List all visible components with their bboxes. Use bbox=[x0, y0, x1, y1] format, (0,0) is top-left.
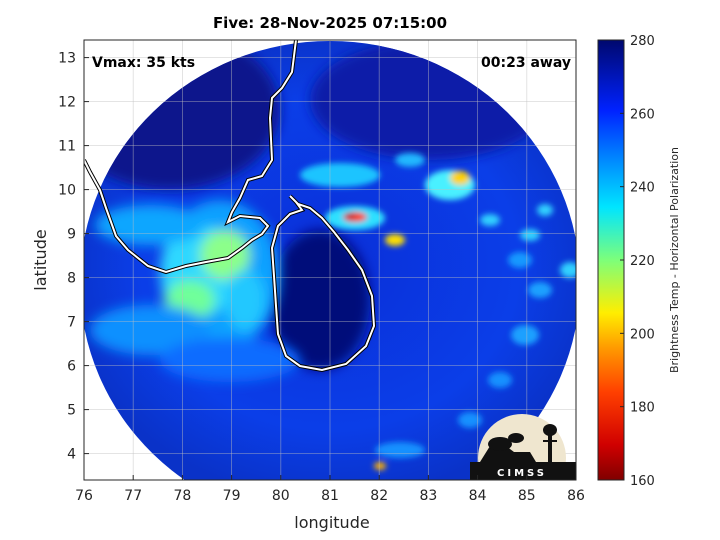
water-tower-icon bbox=[548, 432, 552, 462]
colorbar-tick-label: 200 bbox=[630, 327, 655, 342]
colorbar-tick-label: 240 bbox=[630, 181, 655, 196]
map-grid bbox=[84, 40, 576, 480]
colorbar-tick-label: 260 bbox=[630, 107, 655, 122]
y-tick-label: 6 bbox=[67, 359, 76, 375]
y-tick-label: 5 bbox=[67, 403, 76, 419]
x-tick-label: 84 bbox=[469, 488, 487, 504]
logo-text: CIMSS bbox=[497, 468, 547, 479]
x-tick-label: 79 bbox=[223, 488, 241, 504]
colorbar-tick-label: 220 bbox=[630, 254, 655, 269]
colorbar-tick-label: 160 bbox=[630, 474, 655, 489]
vmax-label: Vmax: 35 kts bbox=[92, 55, 195, 71]
x-tick-label: 76 bbox=[75, 488, 93, 504]
colorbar-ticks: 160 180 200 220 240 260 280 bbox=[620, 34, 655, 489]
x-axis-label: longitude bbox=[294, 513, 369, 532]
time-away-label: 00:23 away bbox=[481, 55, 571, 71]
colorbar: 160 180 200 220 240 260 280 Brightness Temp - … bbox=[597, 34, 681, 489]
rainband-west bbox=[90, 200, 300, 382]
y-tick-label: 11 bbox=[58, 139, 76, 155]
cimss-logo: CIMSS bbox=[470, 414, 576, 480]
y-tick-label: 10 bbox=[58, 183, 76, 199]
x-tick-label: 81 bbox=[321, 488, 339, 504]
x-tick-label: 80 bbox=[272, 488, 290, 504]
y-tick-label: 4 bbox=[67, 447, 76, 463]
y-tick-label: 13 bbox=[58, 51, 76, 67]
chart-title: Five: 28-Nov-2025 07:15:00 bbox=[213, 14, 447, 32]
india-coastline bbox=[84, 40, 297, 274]
y-tick-label: 12 bbox=[58, 95, 76, 111]
x-tick-label: 77 bbox=[124, 488, 142, 504]
y-tick-label: 7 bbox=[67, 315, 76, 331]
y-tick-label: 9 bbox=[67, 227, 76, 243]
satellite-dish-icon bbox=[488, 437, 512, 451]
x-tick-label: 83 bbox=[419, 488, 437, 504]
colorbar-tick-label: 280 bbox=[630, 34, 655, 49]
x-axis-ticks: 76 77 78 79 80 81 82 83 84 85 86 bbox=[75, 475, 585, 504]
y-axis-ticks: 4 5 6 7 8 9 10 11 12 13 bbox=[58, 51, 89, 463]
x-tick-label: 85 bbox=[518, 488, 536, 504]
colorbar-tick-label: 180 bbox=[630, 401, 655, 416]
x-tick-label: 82 bbox=[370, 488, 388, 504]
x-tick-label: 78 bbox=[173, 488, 191, 504]
coastlines bbox=[84, 40, 377, 373]
sri-lanka-coastline bbox=[270, 195, 376, 372]
rainband-northeast bbox=[300, 153, 576, 470]
x-tick-label: 86 bbox=[567, 488, 585, 504]
y-tick-label: 8 bbox=[67, 271, 76, 287]
y-axis-label: latitude bbox=[31, 229, 50, 290]
colorbar-label: Brightness Temp - Horizontal Polarizatio… bbox=[668, 147, 681, 373]
